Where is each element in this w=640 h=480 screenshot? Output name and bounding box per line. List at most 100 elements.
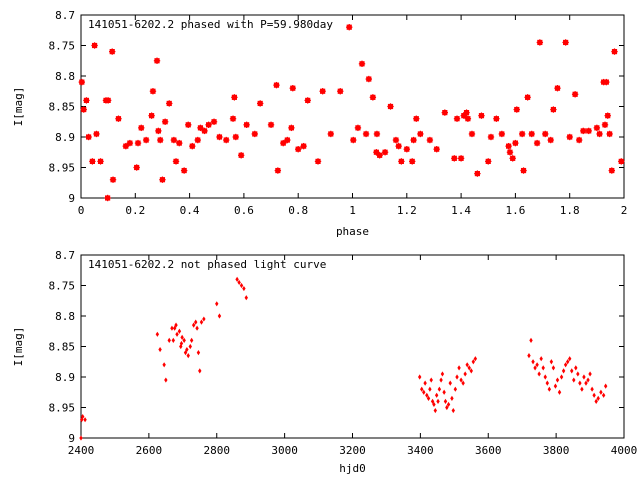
data-point bbox=[80, 414, 85, 420]
data-point bbox=[194, 319, 198, 325]
data-point bbox=[183, 350, 188, 356]
data-point bbox=[194, 136, 201, 144]
x-tick-label: 3000 bbox=[271, 444, 298, 457]
data-point bbox=[239, 282, 244, 289]
data-point bbox=[237, 279, 241, 286]
data-point bbox=[524, 94, 531, 101]
data-point bbox=[288, 124, 295, 132]
data-point bbox=[403, 146, 410, 153]
data-point bbox=[543, 374, 547, 380]
data-point bbox=[80, 106, 87, 113]
data-point bbox=[565, 359, 570, 365]
chart-panel-1: 0 0.2 0.4 0.6 0.8 1 1.2 1.4 1.6 1.8 2 8.7 8.75 8.8 8.8… bbox=[12, 9, 627, 238]
data-point bbox=[487, 133, 495, 141]
data-point bbox=[409, 158, 416, 165]
data-point bbox=[142, 136, 150, 144]
data-point bbox=[89, 158, 96, 165]
data-point bbox=[478, 112, 485, 119]
x-tick-label: 2400 bbox=[68, 444, 95, 457]
data-point bbox=[450, 395, 454, 401]
data-point bbox=[580, 386, 584, 392]
data-point bbox=[362, 130, 370, 138]
data-point bbox=[395, 142, 402, 150]
data-point bbox=[381, 149, 389, 156]
data-point bbox=[78, 78, 86, 86]
data-point bbox=[170, 136, 178, 144]
data-point bbox=[164, 377, 168, 383]
data-point bbox=[618, 158, 625, 165]
data-point bbox=[148, 112, 155, 119]
data-point bbox=[485, 158, 492, 165]
data-point bbox=[441, 109, 449, 116]
data-point bbox=[392, 136, 400, 144]
data-point bbox=[531, 359, 535, 365]
chart-panel-2: 2400 2600 2800 3000 3200 3400 3600 3800 4000 8.7 8… bbox=[12, 249, 637, 475]
data-point bbox=[465, 362, 469, 368]
data-point bbox=[578, 380, 582, 386]
data-point bbox=[186, 353, 190, 359]
data-point bbox=[428, 386, 432, 392]
data-point bbox=[603, 383, 608, 389]
y-tick-label: 8.7 bbox=[55, 249, 75, 262]
data-point bbox=[606, 130, 613, 138]
data-point bbox=[498, 130, 506, 138]
data-point bbox=[601, 121, 609, 128]
data-point bbox=[537, 371, 541, 377]
data-point bbox=[432, 401, 436, 408]
data-point bbox=[464, 115, 472, 122]
data-point bbox=[555, 377, 560, 383]
data-point bbox=[443, 398, 448, 404]
y-tick-label: 8.8 bbox=[55, 70, 75, 83]
data-point bbox=[453, 115, 461, 122]
x-tick-label: 3800 bbox=[543, 444, 570, 457]
x-tick-label: 0.8 bbox=[288, 204, 308, 217]
x-tick-label: 4000 bbox=[611, 444, 638, 457]
data-point bbox=[196, 350, 201, 356]
data-point bbox=[417, 130, 424, 138]
data-point bbox=[461, 380, 465, 386]
data-point bbox=[557, 389, 562, 395]
data-point bbox=[172, 325, 177, 331]
data-point bbox=[586, 377, 590, 383]
data-point bbox=[284, 136, 291, 144]
data-point bbox=[505, 142, 512, 150]
data-point bbox=[539, 356, 543, 362]
data-point bbox=[171, 337, 176, 343]
data-point bbox=[387, 103, 394, 110]
data-point bbox=[79, 417, 84, 423]
data-point bbox=[300, 142, 307, 150]
data-point bbox=[434, 392, 439, 398]
data-point bbox=[433, 146, 440, 153]
data-point bbox=[191, 322, 196, 328]
data-point bbox=[445, 404, 449, 411]
x-tick-label: 0.4 bbox=[180, 204, 200, 217]
data-point bbox=[433, 407, 438, 414]
y-tick-label: 8.9 bbox=[55, 131, 75, 144]
data-point bbox=[244, 295, 248, 301]
data-point bbox=[590, 386, 594, 392]
data-point bbox=[157, 136, 164, 144]
data-point bbox=[551, 365, 556, 371]
x-tick-label: 0 bbox=[78, 204, 85, 217]
x-tick-label: 1.2 bbox=[397, 204, 417, 217]
data-point bbox=[373, 149, 380, 156]
data-point bbox=[153, 57, 161, 64]
data-point bbox=[463, 109, 470, 116]
data-point bbox=[198, 368, 202, 374]
data-point bbox=[273, 81, 280, 89]
data-point bbox=[436, 398, 440, 404]
data-point bbox=[545, 380, 550, 386]
data-point bbox=[574, 365, 578, 371]
data-point bbox=[474, 170, 481, 177]
data-point bbox=[93, 130, 100, 138]
data-point bbox=[158, 346, 162, 353]
data-point bbox=[109, 48, 116, 55]
plot-frame bbox=[80, 254, 625, 439]
data-point bbox=[289, 85, 296, 92]
data-point bbox=[533, 139, 541, 147]
data-point bbox=[437, 386, 442, 392]
data-point bbox=[162, 362, 166, 368]
x-tick-label: 1.4 bbox=[451, 204, 471, 217]
data-point bbox=[369, 94, 377, 101]
data-point bbox=[134, 139, 142, 147]
